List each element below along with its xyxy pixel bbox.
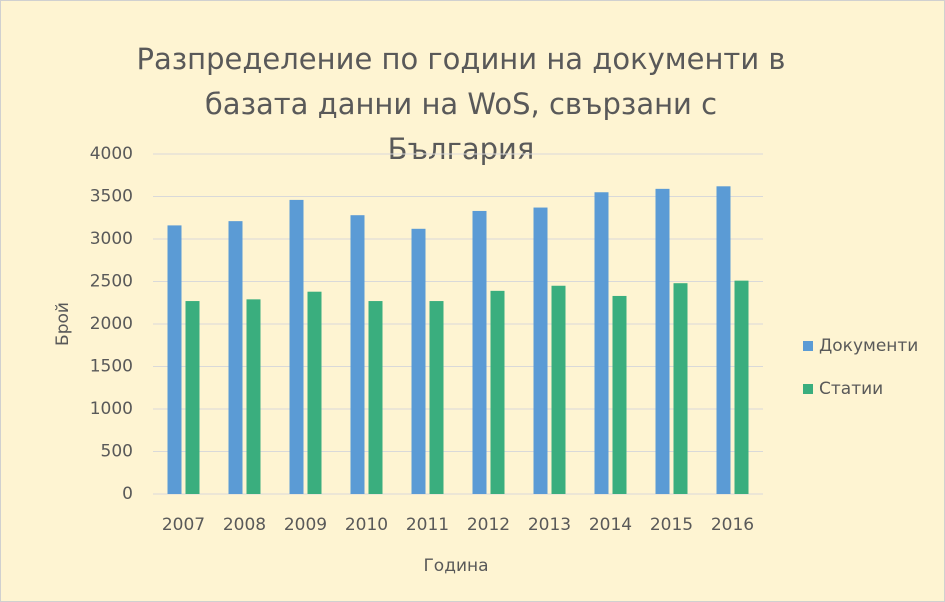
y-axis-label: Брой bbox=[53, 302, 73, 346]
x-tick-label: 2007 bbox=[162, 515, 205, 535]
y-tick-label: 4000 bbox=[90, 144, 133, 164]
bar bbox=[350, 215, 365, 494]
bar bbox=[185, 301, 200, 494]
bar bbox=[368, 301, 383, 494]
y-tick-label: 3500 bbox=[90, 187, 133, 207]
chart-title: Разпределение по години на документи в б… bbox=[136, 42, 786, 166]
x-axis-label: Година bbox=[423, 556, 488, 576]
bar bbox=[655, 188, 670, 494]
legend-swatch bbox=[803, 341, 813, 351]
y-tick-label: 1500 bbox=[90, 357, 133, 377]
y-tick-label: 2000 bbox=[90, 314, 133, 334]
x-tick-label: 2011 bbox=[406, 515, 449, 535]
bar bbox=[167, 225, 182, 494]
x-tick-label: 2009 bbox=[284, 515, 327, 535]
bar bbox=[734, 280, 749, 494]
y-tick-label: 1000 bbox=[90, 399, 133, 419]
bar bbox=[472, 210, 487, 494]
bar bbox=[490, 290, 505, 494]
y-tick-label: 0 bbox=[122, 484, 133, 504]
x-tick-label: 2008 bbox=[223, 515, 266, 535]
bar bbox=[228, 221, 243, 494]
x-tick-label: 2013 bbox=[528, 515, 571, 535]
x-tick-label: 2015 bbox=[650, 515, 693, 535]
legend-label: Статии bbox=[819, 379, 883, 399]
bar bbox=[307, 291, 322, 494]
legend-swatch bbox=[803, 384, 813, 394]
bar bbox=[411, 228, 426, 495]
y-tick-label: 500 bbox=[101, 442, 133, 462]
y-tick-label: 3000 bbox=[90, 229, 133, 249]
x-tick-label: 2012 bbox=[467, 515, 510, 535]
x-tick-label: 2010 bbox=[345, 515, 388, 535]
bar bbox=[551, 285, 566, 494]
x-tick-label: 2014 bbox=[589, 515, 632, 535]
bar bbox=[716, 186, 731, 495]
bar bbox=[533, 207, 548, 495]
bar bbox=[594, 192, 609, 494]
legend-label: Документи bbox=[819, 336, 918, 356]
bar bbox=[429, 301, 444, 494]
bar bbox=[673, 283, 688, 494]
x-tick-label: 2016 bbox=[711, 515, 754, 535]
bar bbox=[612, 295, 627, 494]
y-tick-label: 2500 bbox=[90, 272, 133, 292]
bar bbox=[246, 299, 261, 494]
bar bbox=[289, 199, 304, 494]
